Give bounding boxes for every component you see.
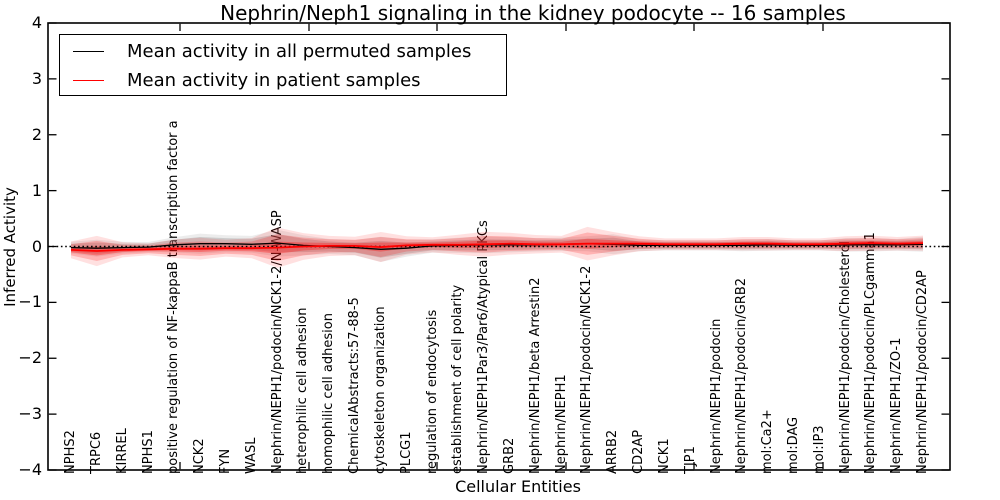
legend-label-permuted: Mean activity in all permuted samples [127, 41, 472, 62]
y-tick-label: 1 [31, 181, 42, 200]
legend-line-patient-icon [73, 80, 104, 81]
permuted-band [71, 234, 923, 258]
y-axis-label: Inferred Activity [1, 187, 19, 307]
legend: Mean activity in all permuted samples Me… [59, 34, 507, 96]
chart-title: Nephrin/Neph1 signaling in the kidney po… [220, 1, 846, 25]
patient-band [71, 232, 923, 261]
y-tick-label: 3 [31, 69, 42, 88]
y-tick-label: 2 [31, 125, 42, 144]
y-tick-label: −2 [18, 348, 42, 367]
y-tick-label: 0 [31, 237, 42, 256]
axes-frame [47, 22, 951, 471]
y-tick-label: −1 [18, 292, 42, 311]
y-tick-label: 4 [31, 13, 42, 32]
legend-label-patient: Mean activity in patient samples [127, 70, 421, 91]
patient-band-inner [71, 238, 923, 256]
patient-mean-line [70, 242, 924, 252]
legend-line-permuted-icon [73, 51, 104, 52]
y-tick-label: −4 [18, 460, 42, 479]
patient-band-outer [71, 226, 923, 268]
x-axis-label: Cellular Entities [455, 477, 581, 496]
legend-entry-permuted: Mean activity in all permuted samples [60, 37, 506, 66]
permuted-band-outer [71, 229, 923, 262]
legend-entry-patient: Mean activity in patient samples [60, 66, 506, 95]
y-tick-label: −3 [18, 404, 42, 423]
